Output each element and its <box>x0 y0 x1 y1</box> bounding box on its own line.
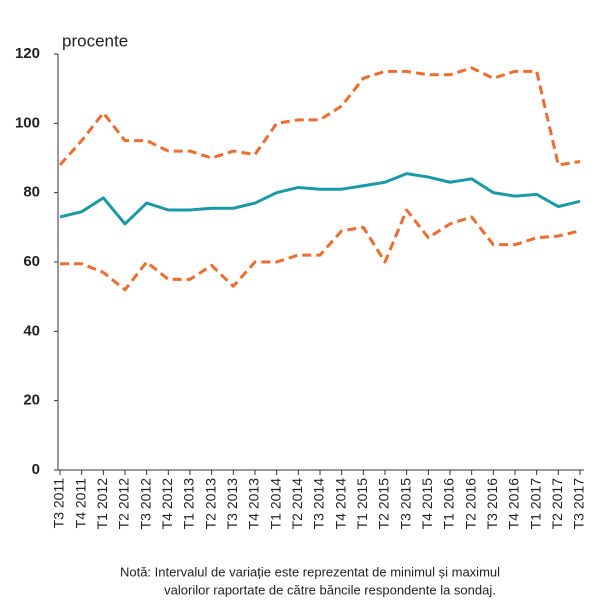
x-tick-label: T1 2012 <box>94 478 110 530</box>
y-tick-label: 80 <box>23 184 40 201</box>
x-tick-label: T1 2014 <box>267 478 283 530</box>
x-tick-label: T1 2016 <box>441 478 457 530</box>
x-tick-label: T4 2016 <box>506 478 522 530</box>
y-tick-label: 60 <box>23 253 40 270</box>
series-line <box>58 66 581 167</box>
x-tick-label: T2 2014 <box>289 478 305 530</box>
y-tick-label: 100 <box>15 114 40 131</box>
x-tick-label: T3 2012 <box>137 478 153 530</box>
y-tick-label: 120 <box>15 45 40 62</box>
x-tick-label: T4 2011 <box>72 478 88 529</box>
y-tick-label: 0 <box>32 461 40 478</box>
y-tick-label: 20 <box>23 392 40 409</box>
x-tick-label: T4 2012 <box>159 478 175 530</box>
x-tick-label: T3 2011 <box>51 478 67 529</box>
x-tick-label: T4 2014 <box>332 478 348 530</box>
series-line <box>59 172 581 226</box>
x-tick-label: T3 2015 <box>397 478 413 530</box>
x-tick-label: T2 2015 <box>376 478 392 530</box>
x-tick-label: T1 2017 <box>527 478 543 530</box>
x-tick-label: T3 2013 <box>224 478 240 530</box>
x-tick-label: T2 2016 <box>462 478 478 530</box>
x-tick-label: T3 2017 <box>571 478 587 530</box>
note: Notă: Intervalul de variație este reprez… <box>120 564 500 579</box>
x-tick-label: T2 2017 <box>549 478 565 530</box>
x-tick-label: T4 2013 <box>246 478 262 530</box>
x-tick-label: T1 2013 <box>181 478 197 530</box>
x-tick-label: T2 2012 <box>116 478 132 530</box>
y-tick-label: 40 <box>23 322 40 339</box>
y-axis-label: procente <box>62 31 128 50</box>
x-tick-label: T2 2013 <box>202 478 218 530</box>
x-tick-label: T1 2015 <box>354 478 370 530</box>
x-tick-label: T4 2015 <box>419 478 435 530</box>
note: valorilor raportate de către băncile res… <box>164 582 496 597</box>
x-tick-label: T3 2016 <box>484 478 500 530</box>
series-line <box>60 208 581 292</box>
x-tick-label: T3 2014 <box>311 478 327 530</box>
